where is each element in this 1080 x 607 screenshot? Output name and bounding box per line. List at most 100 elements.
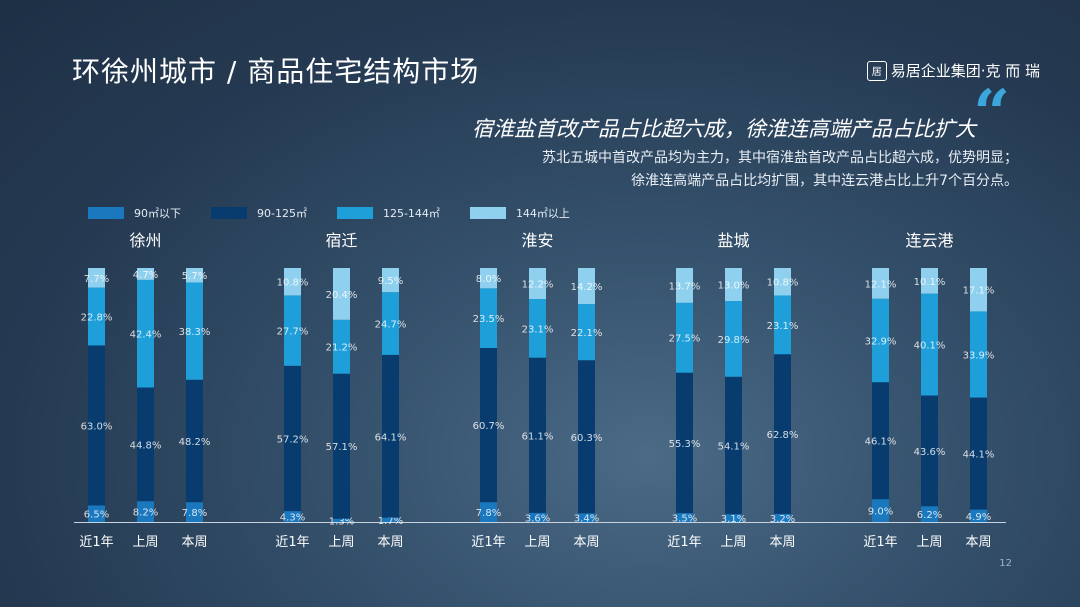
data-label: 64.1% xyxy=(375,432,407,443)
bar-segment xyxy=(970,268,987,312)
data-label: 23.5% xyxy=(473,314,505,325)
data-label: 13.7% xyxy=(669,281,701,292)
bar-segment xyxy=(725,301,742,377)
x-tick-label: 上周 xyxy=(524,535,550,550)
data-label: 62.8% xyxy=(767,430,799,441)
data-label: 12.2% xyxy=(522,279,554,290)
data-label: 27.7% xyxy=(277,327,309,338)
legend-item-s2: 90-125㎡ xyxy=(211,205,307,221)
bar-segment xyxy=(529,268,546,299)
x-tick-label: 近1年 xyxy=(275,535,309,550)
data-label: 63.0% xyxy=(81,421,113,432)
data-label: 42.4% xyxy=(130,330,162,341)
data-label: 10.8% xyxy=(767,278,799,289)
bar-segment xyxy=(284,511,301,522)
data-label: 20.4% xyxy=(326,290,358,301)
legend-item-s1: 90㎡以下 xyxy=(88,205,181,221)
city-label: 淮安 xyxy=(521,231,553,250)
legend-label-s2: 90-125㎡ xyxy=(257,207,307,220)
bar-segment xyxy=(578,268,595,305)
data-label: 7.8% xyxy=(182,508,207,519)
legend-label-s4: 144㎡以上 xyxy=(515,207,570,220)
bar-segment xyxy=(676,372,693,514)
bar-segment xyxy=(921,268,938,294)
bar-segment xyxy=(382,517,399,522)
data-label: 9.5% xyxy=(378,276,403,287)
legend-item-s4: 144㎡以上 xyxy=(469,205,570,221)
brand-logo-icon: 居 xyxy=(866,60,887,81)
x-tick-label: 近1年 xyxy=(79,535,113,550)
data-label: 60.7% xyxy=(473,421,505,432)
bar-segment xyxy=(872,499,889,522)
bar-segment xyxy=(480,502,497,522)
bar-segment xyxy=(774,268,791,296)
data-label: 1.3% xyxy=(329,516,354,527)
data-label: 29.8% xyxy=(718,335,750,346)
bar-segment xyxy=(774,354,791,514)
data-label: 3.4% xyxy=(574,514,599,525)
data-label: 4.9% xyxy=(966,512,991,523)
bar-segment xyxy=(529,298,546,358)
bar-segment xyxy=(382,268,399,293)
data-label: 22.1% xyxy=(571,328,603,339)
data-label: 4.7% xyxy=(133,270,158,281)
bar-segment xyxy=(676,513,693,522)
description-line-2: 徐淮连高端产品占比均扩围，其中连云港占比上升7个百分点。 xyxy=(631,173,1018,189)
description-line-1: 苏北五城中首改产品均为主力，其中宿淮盐首改产品占比超六成，优势明显； xyxy=(542,150,1018,166)
data-label: 1.7% xyxy=(378,516,403,527)
data-label: 23.1% xyxy=(767,321,799,332)
data-label: 44.1% xyxy=(963,450,995,461)
data-label: 3.2% xyxy=(770,514,795,525)
bar-segment xyxy=(284,365,301,512)
data-label: 54.1% xyxy=(718,441,750,452)
data-label: 38.3% xyxy=(179,327,211,338)
bar-segment xyxy=(88,345,105,506)
bar-segment xyxy=(921,293,938,396)
bar-segment xyxy=(186,502,203,522)
x-tick-label: 本周 xyxy=(573,535,599,550)
bar-segment xyxy=(578,360,595,514)
x-tick-label: 上周 xyxy=(132,535,158,550)
data-label: 43.6% xyxy=(914,447,946,458)
bar-segment xyxy=(186,379,203,503)
data-label: 40.1% xyxy=(914,341,946,352)
data-label: 17.1% xyxy=(963,286,995,297)
bar-segment xyxy=(480,348,497,503)
city-label: 连云港 xyxy=(905,231,953,250)
bar-segment xyxy=(88,268,105,288)
data-label: 24.7% xyxy=(375,319,407,330)
bar-segment xyxy=(88,287,105,346)
data-label: 13.0% xyxy=(718,281,750,292)
data-label: 23.1% xyxy=(522,324,554,335)
bar-segment xyxy=(578,513,595,522)
bar-segment xyxy=(921,395,938,507)
legend-label-s3: 125-144㎡ xyxy=(382,207,440,220)
x-tick-label: 上周 xyxy=(328,535,354,550)
bar-segment xyxy=(480,268,497,289)
bar-segment xyxy=(970,311,987,398)
data-label: 5.7% xyxy=(182,271,207,282)
x-tick-label: 本周 xyxy=(181,535,207,550)
data-label: 12.1% xyxy=(865,279,897,290)
bar-segment xyxy=(970,397,987,510)
bar-segment xyxy=(725,268,742,302)
x-tick-label: 本周 xyxy=(377,535,403,550)
page-title: 环徐州城市 / 商品住宅结构市场 xyxy=(72,55,480,88)
data-label: 44.8% xyxy=(130,440,162,451)
legend-item-s3: 125-144㎡ xyxy=(336,205,440,221)
bar-segment xyxy=(137,268,154,280)
data-label: 7.8% xyxy=(476,508,501,519)
city-label: 宿迁 xyxy=(325,231,357,250)
bar-segment xyxy=(921,506,938,522)
data-label: 32.9% xyxy=(865,336,897,347)
data-label: 9.0% xyxy=(868,507,893,518)
bar-segment xyxy=(186,268,203,283)
data-label: 61.1% xyxy=(522,431,554,442)
bar-segment xyxy=(970,509,987,522)
bar-segment xyxy=(774,295,791,355)
bar-segment xyxy=(578,304,595,361)
x-tick-label: 上周 xyxy=(720,535,746,550)
description: 苏北五城中首改产品均为主力，其中宿淮盐首改产品占比超六成，优势明显； 徐淮连高端… xyxy=(542,147,1018,193)
bar-segment xyxy=(186,282,203,380)
data-label: 14.2% xyxy=(571,282,603,293)
